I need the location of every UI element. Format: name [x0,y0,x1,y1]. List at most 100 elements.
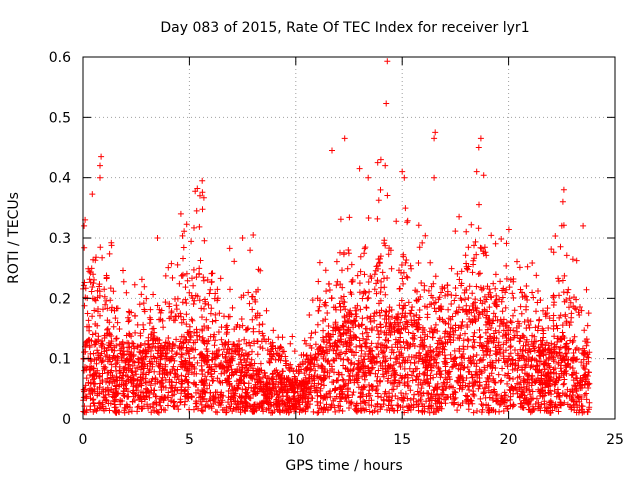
data-point [448,265,455,272]
data-point [333,282,340,289]
data-point [464,311,471,317]
data-point [150,291,157,298]
data-point [477,333,484,340]
data-point [419,339,426,346]
data-point [137,342,144,349]
data-point [388,328,395,335]
data-point [182,360,189,367]
data-point [104,326,110,333]
data-point [469,383,476,390]
data-point [356,342,363,349]
data-point [463,302,470,309]
data-point [268,376,275,382]
data-point [216,310,223,317]
data-point [368,326,375,333]
data-point [503,275,510,282]
data-point [364,314,371,321]
data-point [468,221,475,228]
data-point [225,399,231,406]
data-point [370,313,377,320]
data-point [536,366,543,373]
data-point [571,407,578,414]
data-point [418,392,425,399]
data-point [493,357,500,364]
data-point [538,350,545,357]
data-point [477,395,484,402]
data-point [417,293,424,300]
data-point [395,311,402,318]
data-point [440,318,447,325]
data-point [162,376,169,383]
data-point [525,322,532,328]
data-point [470,391,477,398]
data-point [585,381,592,388]
x-tick-label: 10 [287,432,305,448]
data-point [471,329,478,336]
data-point [164,342,171,349]
data-point [211,342,218,349]
data-point [446,383,453,390]
data-point [537,358,544,365]
data-point [361,250,368,257]
data-point [94,287,101,294]
data-point [351,361,358,368]
data-point [387,321,394,328]
data-point [414,288,420,295]
data-point [191,365,198,372]
data-point [183,321,190,328]
data-point [442,361,449,368]
data-point [165,389,172,396]
data-point [339,376,346,383]
data-point [535,288,541,294]
data-point [573,306,580,313]
data-point [182,284,189,291]
data-point [426,409,433,416]
data-point [381,275,387,282]
data-point [563,320,570,326]
data-point [527,318,534,325]
data-point [337,249,343,256]
data-point [160,324,167,331]
data-point [402,372,409,379]
data-point [84,310,91,317]
data-point [438,289,444,296]
data-point [507,344,514,351]
data-point [95,306,101,312]
data-point [317,400,324,406]
data-point [550,249,557,256]
data-point [529,388,536,395]
data-point [578,396,585,403]
data-point [524,263,531,270]
data-point [362,244,369,251]
data-point [517,346,524,353]
data-point [326,373,333,380]
data-point [320,327,327,334]
data-point [508,319,515,326]
data-point [308,365,315,372]
data-point [243,340,250,347]
data-point [550,302,557,308]
data-point [83,364,90,371]
data-point [127,404,133,411]
data-point [124,393,131,400]
data-point [313,357,320,364]
data-point [545,369,552,376]
data-point [141,403,147,410]
data-point [472,296,479,303]
data-point [387,247,394,254]
data-point [546,315,553,322]
data-point [524,400,531,407]
data-point [165,402,171,409]
data-point [266,359,273,366]
data-point [333,306,339,313]
data-point [250,391,257,398]
data-point [230,371,237,378]
data-point [336,398,343,405]
data-point [559,322,566,329]
data-point [180,244,187,251]
data-point [488,338,495,345]
data-point [389,314,396,321]
data-point [193,274,200,281]
data-point [105,344,112,351]
data-point [419,324,426,331]
